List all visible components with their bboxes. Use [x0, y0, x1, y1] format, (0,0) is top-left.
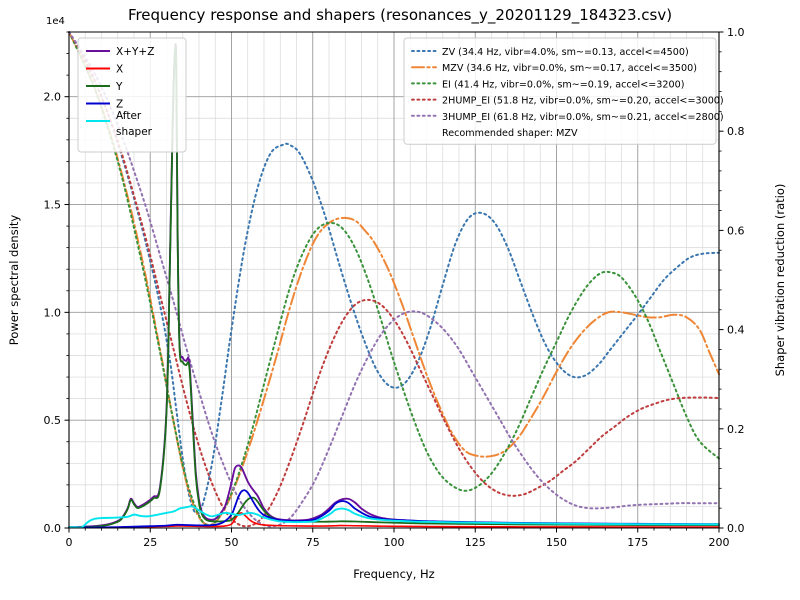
y-tick-label: 0.0: [44, 522, 62, 535]
y-right-tick-label: 1.0: [727, 26, 745, 39]
y-right-tick-label: 0.8: [727, 125, 745, 138]
x-axis-label: Frequency, Hz: [353, 567, 434, 581]
legend-label-x: X: [116, 64, 123, 76]
y-right-tick-label: 0.4: [727, 324, 745, 337]
legend-label-3hump_ei: 3HUMP_EI (61.8 Hz, vibr=0.0%, sm~=0.21, …: [442, 112, 724, 123]
y-tick-label: 0.5: [44, 414, 62, 427]
x-tick-label: 150: [546, 536, 567, 549]
legend-label-z: Z: [116, 99, 123, 111]
psd-curve-after-shaper: [68, 505, 720, 529]
x-tick-label: 0: [66, 536, 73, 549]
y-axis-label: Power spectral density: [7, 215, 21, 346]
legend-psd-box: [77, 37, 187, 153]
x-tick-label: 25: [143, 536, 157, 549]
y-right-tick-label: 0.0: [727, 522, 745, 535]
shaper-curve-ei: [68, 31, 720, 527]
x-tick-label: 200: [709, 536, 730, 549]
shaper-curve-zv: [68, 31, 720, 515]
legend-label-mzv: MZV (34.6 Hz, vibr=0.0%, sm~=0.17, accel…: [442, 63, 697, 74]
y-tick-label: 2.0: [44, 91, 62, 104]
chart-title: Frequency response and shapers (resonanc…: [128, 6, 672, 25]
legend-label-2hump_ei: 2HUMP_EI (51.8 Hz, vibr=0.0%, sm~=0.20, …: [442, 96, 724, 107]
x-tick-label: 100: [384, 536, 405, 549]
legend-label-y: Y: [115, 81, 123, 93]
legend-label-after-shaper-line2: shaper: [116, 126, 153, 138]
legend-shapers-box: [403, 37, 717, 145]
legend-label-ei: EI (41.4 Hz, vibr=0.0%, sm~=0.19, accel<…: [442, 79, 684, 90]
psd-curve-y: [68, 44, 720, 529]
y-right-tick-label: 0.6: [727, 224, 745, 237]
x-tick-label: 175: [627, 536, 648, 549]
y-tick-label: 1.5: [44, 199, 62, 212]
data-curves: [68, 31, 720, 529]
shaper-curve-3hump_ei: [68, 31, 720, 528]
y-axis-right-label: Shaper vibration reduction (ratio): [773, 184, 787, 377]
axes-and-ticks: 0 25 50 75 100 125 150 175 2000.00.51.01.52.00.0…: [44, 26, 745, 549]
y-axis-offset-label: 1e4: [46, 16, 65, 27]
y-tick-label: 1.0: [44, 306, 62, 319]
legend-label-zv: ZV (34.4 Hz, vibr=4.0%, sm~=0.13, accel<…: [442, 47, 689, 58]
legend-shapers[interactable]: ZV (34.4 Hz, vibr=4.0%, sm~=0.13, accel<…: [403, 37, 724, 145]
legend-label-after-shaper-line1: After: [116, 110, 142, 122]
y-right-tick-label: 0.2: [727, 423, 745, 436]
x-tick-label: 50: [225, 536, 239, 549]
recommended-shaper-text: Recommended shaper: MZV: [442, 128, 578, 139]
x-tick-label: 75: [306, 536, 320, 549]
legend-label-x-y-z: X+Y+Z: [116, 46, 154, 58]
x-tick-label: 125: [465, 536, 486, 549]
